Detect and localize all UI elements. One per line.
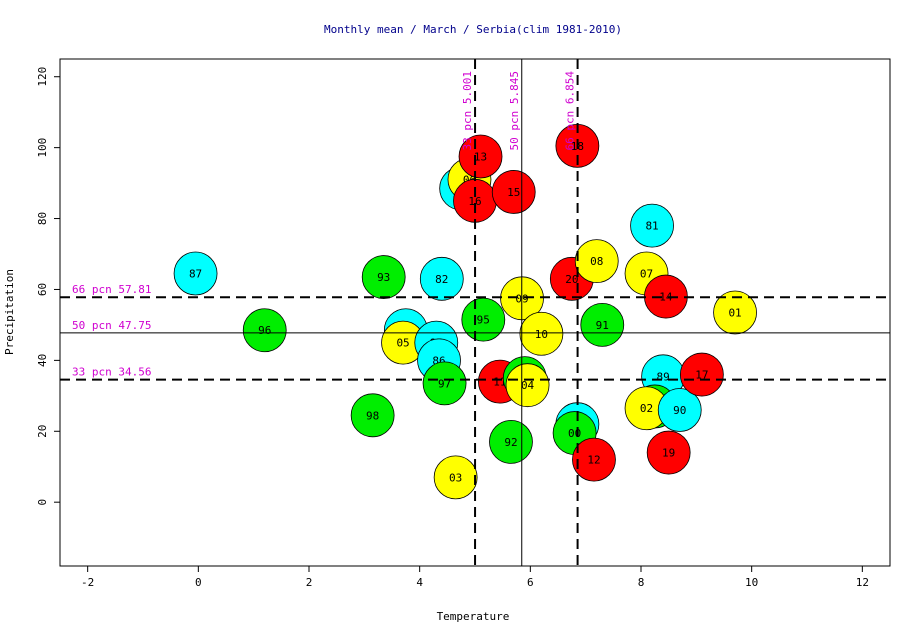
point-96	[242, 308, 287, 353]
point-93	[361, 255, 406, 299]
x-tick-label: 10	[745, 576, 758, 589]
x-axis-label: Temperature	[437, 610, 510, 623]
point-08	[574, 239, 619, 283]
point-label: 81	[645, 220, 658, 233]
y-tick-label: 120	[36, 67, 49, 87]
chart-title: Monthly mean / March / Serbia(clim 1981-…	[324, 23, 622, 36]
point-label: 03	[449, 471, 462, 484]
point-label: 16	[468, 195, 481, 208]
point-90	[657, 388, 702, 432]
x-percentile-label: 50 pcn 5.845	[508, 71, 521, 150]
point-81	[630, 203, 674, 248]
y-tick-label: 60	[36, 283, 49, 296]
point-97	[422, 361, 467, 406]
point-label: 01	[728, 307, 741, 320]
point-label: 95	[477, 314, 490, 327]
x-tick-label: 2	[306, 576, 313, 589]
point-82	[419, 256, 464, 301]
y-tick-label: 80	[36, 212, 49, 225]
point-label: 91	[596, 319, 609, 332]
x-tick-label: 4	[416, 576, 423, 589]
x-tick-label: -2	[81, 576, 94, 589]
point-19	[646, 430, 691, 475]
point-label: 14	[659, 291, 673, 304]
point-label: 92	[504, 436, 517, 449]
point-label: 96	[258, 324, 271, 337]
point-04	[505, 363, 550, 408]
point-label: 93	[377, 271, 390, 284]
point-label: 05	[396, 337, 409, 350]
point-label: 02	[640, 402, 653, 415]
point-label: 10	[535, 328, 548, 341]
point-91	[580, 303, 625, 347]
point-label: 04	[521, 379, 535, 392]
point-87	[173, 251, 218, 296]
plot-frame	[59, 58, 891, 567]
point-label: 07	[640, 268, 653, 281]
point-label: 89	[657, 370, 670, 383]
x-percentile-label: 33 pcn 5.001	[461, 71, 474, 150]
point-15	[491, 170, 536, 214]
point-label: 97	[438, 377, 451, 390]
point-label: 19	[662, 447, 675, 460]
y-axis-label: Precipitation	[3, 269, 16, 355]
point-label: 08	[590, 255, 603, 268]
y-tick-label: 100	[36, 138, 49, 158]
point-03	[433, 455, 478, 500]
x-tick-label: 6	[527, 576, 534, 589]
point-label: 82	[435, 273, 448, 286]
point-label: 90	[673, 404, 686, 417]
point-13	[458, 134, 503, 179]
y-percentile-label: 50 pcn 47.75	[72, 319, 151, 332]
x-tick-label: 12	[856, 576, 869, 589]
y-tick-label: 40	[36, 354, 49, 367]
x-percentile-label: 66 pcn 6.854	[564, 71, 577, 151]
point-label: 00	[568, 427, 581, 440]
point-label: 20	[565, 273, 578, 286]
y-tick-label: 20	[36, 425, 49, 438]
point-10	[519, 311, 564, 356]
point-label: 15	[507, 186, 520, 199]
point-label: 17	[695, 369, 708, 382]
point-label: 98	[366, 409, 379, 422]
x-tick-label: 8	[638, 576, 645, 589]
point-label: 87	[189, 268, 202, 281]
point-label: 12	[587, 454, 600, 467]
point-12	[572, 437, 616, 482]
point-17	[679, 352, 724, 397]
point-label: 13	[474, 151, 487, 164]
y-percentile-label: 66 pcn 57.81	[72, 283, 151, 296]
y-tick-label: 0	[36, 499, 49, 506]
point-98	[350, 393, 395, 438]
y-percentile-label: 33 pcn 34.56	[72, 366, 151, 379]
point-01	[713, 290, 757, 335]
x-tick-label: 0	[195, 576, 202, 589]
